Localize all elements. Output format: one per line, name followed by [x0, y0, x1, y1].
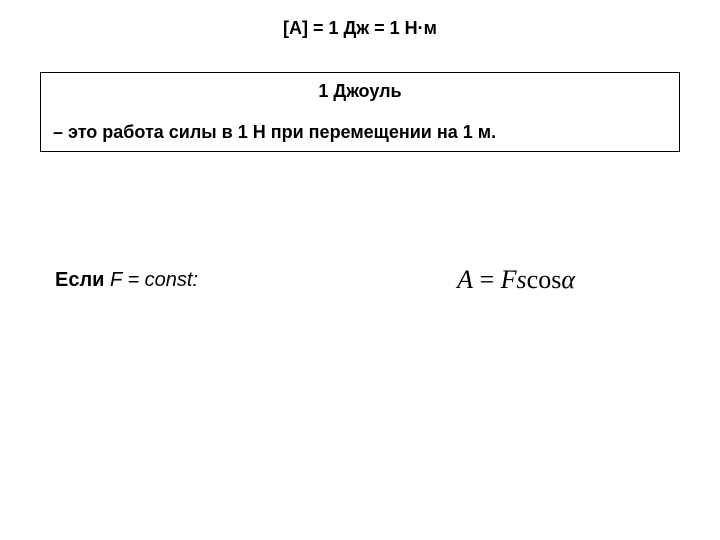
condition-row: Если F = const: A = Fscosα	[55, 265, 675, 295]
condition-italic: F = const:	[110, 269, 198, 291]
formula-alpha: α	[561, 265, 575, 294]
condition-label: Если F = const:	[55, 269, 198, 292]
formula-eq: =	[473, 265, 501, 294]
condition-prefix: Если	[55, 269, 110, 291]
unit-equation: [A] = 1 Дж = 1 Н·м	[0, 18, 720, 39]
definition-title: 1 Джоуль	[53, 81, 667, 102]
formula-Fs: Fs	[501, 265, 527, 294]
definition-text: – это работа силы в 1 Н при перемещении …	[53, 122, 667, 143]
definition-box: 1 Джоуль – это работа силы в 1 Н при пер…	[40, 72, 680, 152]
formula-A: A	[457, 265, 473, 294]
formula-cos: cos	[527, 265, 562, 294]
work-formula: A = Fscosα	[457, 265, 575, 295]
